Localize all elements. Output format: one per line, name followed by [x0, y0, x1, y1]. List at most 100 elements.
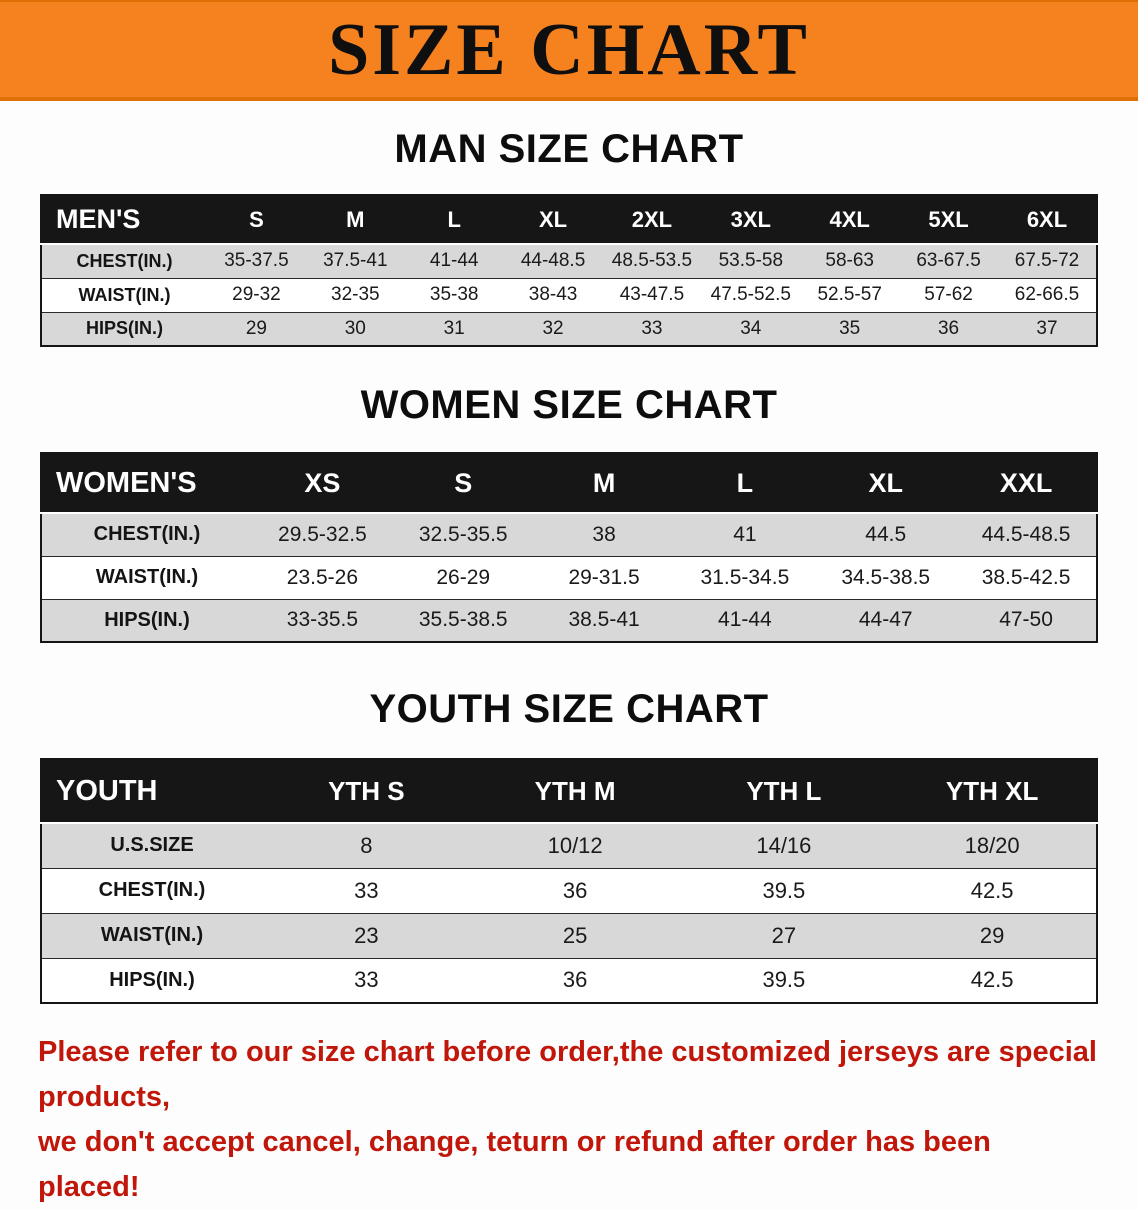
size-value-cell: 44-48.5	[520, 250, 586, 272]
size-column-header: YTH L	[679, 759, 889, 824]
size-value-cell: 26-29	[436, 565, 491, 589]
size-value-cell: 43-47.5	[619, 284, 685, 305]
size-column-header: 4XL	[800, 195, 900, 245]
women-size-table: WOMEN'S XS S M L XL XXL CHEST(IN.) 29.5-32.5 32.5…	[40, 452, 1098, 643]
size-column-header: M	[305, 195, 405, 245]
size-value-cell: 42.5	[970, 877, 1014, 903]
size-column-header: XXL	[956, 453, 1097, 514]
banner: SIZE CHART	[0, 0, 1138, 101]
youth-size-table: YOUTH YTH S YTH M YTH L YTH XL U.S.SIZE 8 10/12…	[40, 758, 1098, 1004]
size-value-cell: 29-32	[232, 284, 281, 305]
size-value-cell: 36	[562, 877, 588, 903]
table-header-row: YOUTH YTH S YTH M YTH L YTH XL	[41, 759, 1097, 824]
size-value-cell: 67.5-72	[1014, 250, 1080, 272]
size-value-cell: 31.5-34.5	[700, 565, 790, 589]
size-value-cell: 35-38	[429, 284, 479, 305]
table-row: CHEST(IN.) 35-37.5 37.5-41 41-44 44-48.5 48.5…	[41, 244, 1097, 278]
table-row: WAIST(IN.) 23 25 27 29	[41, 913, 1097, 958]
size-value-cell: 33-35.5	[286, 608, 359, 632]
size-value-cell: 39.5	[762, 877, 806, 903]
size-value-cell: 37	[1036, 317, 1058, 339]
size-value-cell: 36	[937, 317, 960, 339]
size-column-header: YTH XL	[888, 759, 1097, 824]
men-size-section: MAN SIZE CHART MEN'S S M L XL 2XL 3XL 4XL 5XL 6XL…	[0, 127, 1138, 347]
row-label: CHEST(IN.)	[76, 250, 173, 271]
size-value-cell: 29	[245, 317, 267, 339]
table-row: WAIST(IN.) 23.5-26 26-29 29-31.5 31.5-34.5 34…	[41, 556, 1097, 599]
table-title-cell: WOMEN'S	[41, 453, 252, 514]
size-column-header: L	[404, 195, 504, 245]
size-value-cell: 44.5-48.5	[981, 522, 1071, 546]
youth-section-heading: YOUTH SIZE CHART	[369, 687, 769, 731]
size-column-header: S	[392, 453, 534, 514]
size-value-cell: 37.5-41	[323, 250, 388, 272]
size-value-cell: 31	[443, 317, 465, 339]
size-value-cell: 39.5	[762, 967, 806, 993]
table-row: CHEST(IN.) 29.5-32.5 32.5-35.5 38 41 44.5 44.5…	[41, 513, 1097, 556]
size-value-cell: 41	[733, 522, 757, 546]
women-section-heading: WOMEN SIZE CHART	[360, 383, 778, 427]
table-row: HIPS(IN.) 29 30 31 32 33 34 35 36 37	[41, 312, 1097, 346]
footer-notice: Please refer to our size chart before or…	[38, 1030, 1100, 1210]
size-column-header: M	[533, 453, 675, 514]
size-value-cell: 53.5-58	[718, 250, 784, 272]
size-value-cell: 36	[562, 967, 588, 993]
size-value-cell: 29.5-32.5	[278, 522, 367, 546]
size-value-cell: 10/12	[547, 832, 603, 858]
size-column-header: 5XL	[899, 195, 998, 245]
size-value-cell: 14/16	[756, 832, 812, 858]
size-column-header: 3XL	[701, 195, 801, 245]
size-value-cell: 42.5	[970, 967, 1014, 993]
size-value-cell: 41-44	[429, 250, 479, 272]
size-value-cell: 33	[354, 967, 379, 993]
size-value-cell: 23.5-26	[286, 565, 359, 589]
size-value-cell: 32.5-35.5	[418, 522, 508, 546]
size-value-cell: 44.5	[865, 522, 907, 546]
size-value-cell: 23	[354, 922, 379, 948]
size-value-cell: 35.5-38.5	[418, 608, 508, 632]
size-value-cell: 41-44	[718, 608, 772, 632]
size-column-header: YTH M	[470, 759, 680, 824]
size-value-cell: 8	[360, 832, 373, 858]
row-label: HIPS(IN.)	[104, 608, 190, 631]
size-value-cell: 34	[740, 317, 762, 339]
row-label: WAIST(IN.)	[95, 566, 199, 588]
table-row: HIPS(IN.) 33-35.5 35.5-38.5 38.5-41 41-44 44-…	[41, 599, 1097, 642]
size-value-cell: 35-37.5	[224, 250, 289, 272]
table-row: U.S.SIZE 8 10/12 14/16 18/20	[41, 823, 1097, 868]
size-value-cell: 48.5-53.5	[611, 250, 693, 272]
row-label: HIPS(IN.)	[109, 968, 195, 991]
table-title-cell: YOUTH	[41, 759, 262, 824]
men-size-table: MEN'S S M L XL 2XL 3XL 4XL 5XL 6XL CHEST(IN.) 35-37…	[40, 194, 1098, 347]
size-column-header: 6XL	[998, 195, 1097, 245]
table-row: HIPS(IN.) 33 36 39.5 42.5	[41, 958, 1097, 1003]
size-value-cell: 52.5-57	[817, 284, 882, 305]
size-value-cell: 29-31.5	[568, 565, 640, 589]
size-value-cell: 62-66.5	[1014, 284, 1080, 305]
row-label: CHEST(IN.)	[93, 523, 201, 546]
table-header-row: WOMEN'S XS S M L XL XXL	[41, 453, 1097, 514]
women-size-section: WOMEN SIZE CHART WOMEN'S XS S M L XL XXL CHEST(…	[0, 383, 1138, 643]
size-value-cell: 47-50	[999, 608, 1053, 632]
table-header-row: MEN'S S M L XL 2XL 3XL 4XL 5XL 6XL	[41, 195, 1097, 245]
size-column-header: 2XL	[602, 195, 702, 245]
row-label: WAIST(IN.)	[78, 284, 171, 305]
row-label: U.S.SIZE	[110, 834, 194, 857]
size-value-cell: 33	[354, 877, 379, 903]
size-value-cell: 32	[542, 317, 564, 339]
table-title-cell: MEN'S	[41, 195, 207, 245]
size-column-header: L	[674, 453, 816, 514]
size-column-header: S	[207, 195, 306, 245]
size-value-cell: 34.5-38.5	[841, 565, 931, 589]
size-value-cell: 29	[979, 922, 1005, 948]
size-column-header: XL	[815, 453, 957, 514]
size-value-cell: 33	[641, 317, 663, 339]
size-column-header: YTH S	[262, 759, 471, 824]
size-value-cell: 18/20	[964, 832, 1020, 858]
men-section-heading: MAN SIZE CHART	[394, 127, 744, 171]
size-value-cell: 32-35	[331, 284, 380, 305]
size-value-cell: 27	[771, 922, 797, 948]
notice-line-2: we don't accept cancel, change, teturn o…	[38, 1125, 991, 1203]
size-value-cell: 47.5-52.5	[710, 284, 791, 305]
